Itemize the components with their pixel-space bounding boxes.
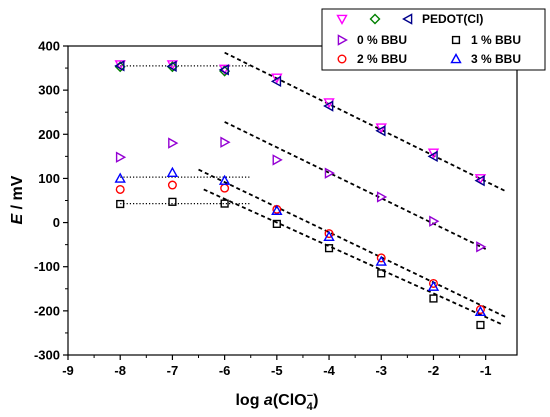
x-axis-title: log a(ClO4−) [235, 390, 318, 413]
data-point-triangle-left [323, 100, 334, 112]
legend-label: PEDOT(Cl) [422, 12, 483, 26]
legend-marker [402, 13, 413, 25]
legend-marker [337, 54, 347, 64]
x-axis-title-ion: (ClO [273, 392, 307, 409]
legend: PEDOT(Cl) 0 % BBU 1 % BBU 2 % BBU 3 % BBU [321, 8, 546, 71]
x-axis-title-superscript: − [307, 390, 313, 402]
data-point-circle [115, 184, 125, 194]
y-tick-label: 100 [38, 171, 60, 186]
x-tick-label: -5 [271, 363, 283, 378]
data-point-square [220, 199, 229, 208]
fit-dashed-line [198, 168, 507, 319]
x-axis-title-prefix: log [235, 392, 263, 409]
plot-frame [67, 45, 518, 356]
x-tick-label: -9 [62, 363, 74, 378]
data-point-triangle-up [166, 166, 179, 177]
legend-marker [451, 35, 461, 45]
data-point-square [429, 294, 438, 303]
data-point-square [476, 320, 485, 330]
legend-marker [336, 14, 348, 25]
data-point-triangle-up [218, 174, 231, 185]
data-point-circle [324, 229, 334, 239]
data-point-triangle-left [427, 150, 438, 163]
data-points [114, 60, 487, 330]
data-point-triangle-right [272, 154, 283, 166]
data-point-triangle-right [429, 215, 440, 227]
legend-label: 3 % BBU [471, 52, 521, 66]
y-tick-label: 200 [38, 127, 60, 142]
x-axis-title-subscript: 4 [307, 401, 314, 413]
x-tick-label: -2 [428, 363, 440, 378]
data-point-triangle-left [218, 64, 229, 76]
y-tick-label: 400 [38, 39, 60, 54]
y-tick-label: -200 [34, 303, 60, 318]
data-point-triangle-up [114, 172, 126, 183]
legend-label: 1 % BBU [471, 33, 521, 47]
y-axis-title: E / mV [9, 175, 26, 224]
x-tick-label: -4 [323, 363, 335, 378]
data-point-triangle-right [476, 241, 487, 253]
data-point-triangle-up [427, 280, 440, 291]
x-tick-label: -8 [114, 363, 126, 378]
data-point-square [116, 199, 125, 209]
data-point-triangle-left [166, 60, 177, 72]
data-point-circle [167, 180, 177, 190]
data-point-triangle-right [115, 151, 127, 163]
data-point-circle [475, 305, 485, 315]
fit-dashed-line [203, 188, 502, 325]
x-axis-title-close: ) [313, 392, 318, 409]
data-point-square [168, 197, 177, 206]
data-point-triangle-up [323, 230, 335, 241]
x-tick-label: -3 [375, 363, 387, 378]
axes: -9 -8 -7 -6 -5 -4 -3 -2 -1 -300 -200 -100 0 100 200 300… [34, 39, 518, 378]
legend-marker [369, 13, 381, 25]
data-point-circle [428, 278, 438, 288]
fit-dashed-line [224, 51, 507, 193]
y-axis-title-unit: / mV [9, 175, 26, 214]
data-point-circle [220, 183, 230, 193]
data-point-triangle-left [270, 75, 282, 88]
data-point-triangle-right [220, 136, 231, 148]
data-point-triangle-down [375, 123, 387, 134]
legend-label: 0 % BBU [357, 33, 407, 47]
x-tick-label: -7 [167, 363, 179, 378]
y-axis-title-symbol: E [9, 212, 26, 224]
legend-box [321, 8, 546, 71]
data-point-triangle-left [474, 174, 485, 187]
data-point-square [324, 244, 334, 253]
data-point-square [377, 269, 386, 278]
x-tick-label: -6 [219, 363, 231, 378]
y-tick-label: 0 [53, 215, 60, 230]
y-tick-label: -100 [34, 259, 60, 274]
legend-marker [337, 34, 348, 46]
data-point-triangle-left [114, 60, 125, 72]
y-tick-label: 300 [38, 83, 60, 98]
x-tick-label: -1 [480, 363, 492, 378]
y-tick-label: -300 [34, 348, 60, 363]
data-point-triangle-right [324, 167, 335, 179]
data-point-circle [376, 253, 386, 263]
data-point-triangle-right [376, 191, 388, 203]
legend-marker [450, 53, 462, 64]
fit-lines [120, 51, 507, 325]
data-point-triangle-right [168, 137, 179, 149]
fit-dashed-line [224, 121, 487, 250]
data-point-triangle-up [375, 255, 387, 266]
data-point-triangle-up [271, 204, 283, 215]
x-axis-title-activity: a [264, 392, 273, 409]
data-point-triangle-left [375, 125, 386, 137]
data-point-triangle-up [474, 305, 487, 317]
data-point-square [272, 219, 281, 228]
legend-label: 2 % BBU [357, 52, 407, 66]
